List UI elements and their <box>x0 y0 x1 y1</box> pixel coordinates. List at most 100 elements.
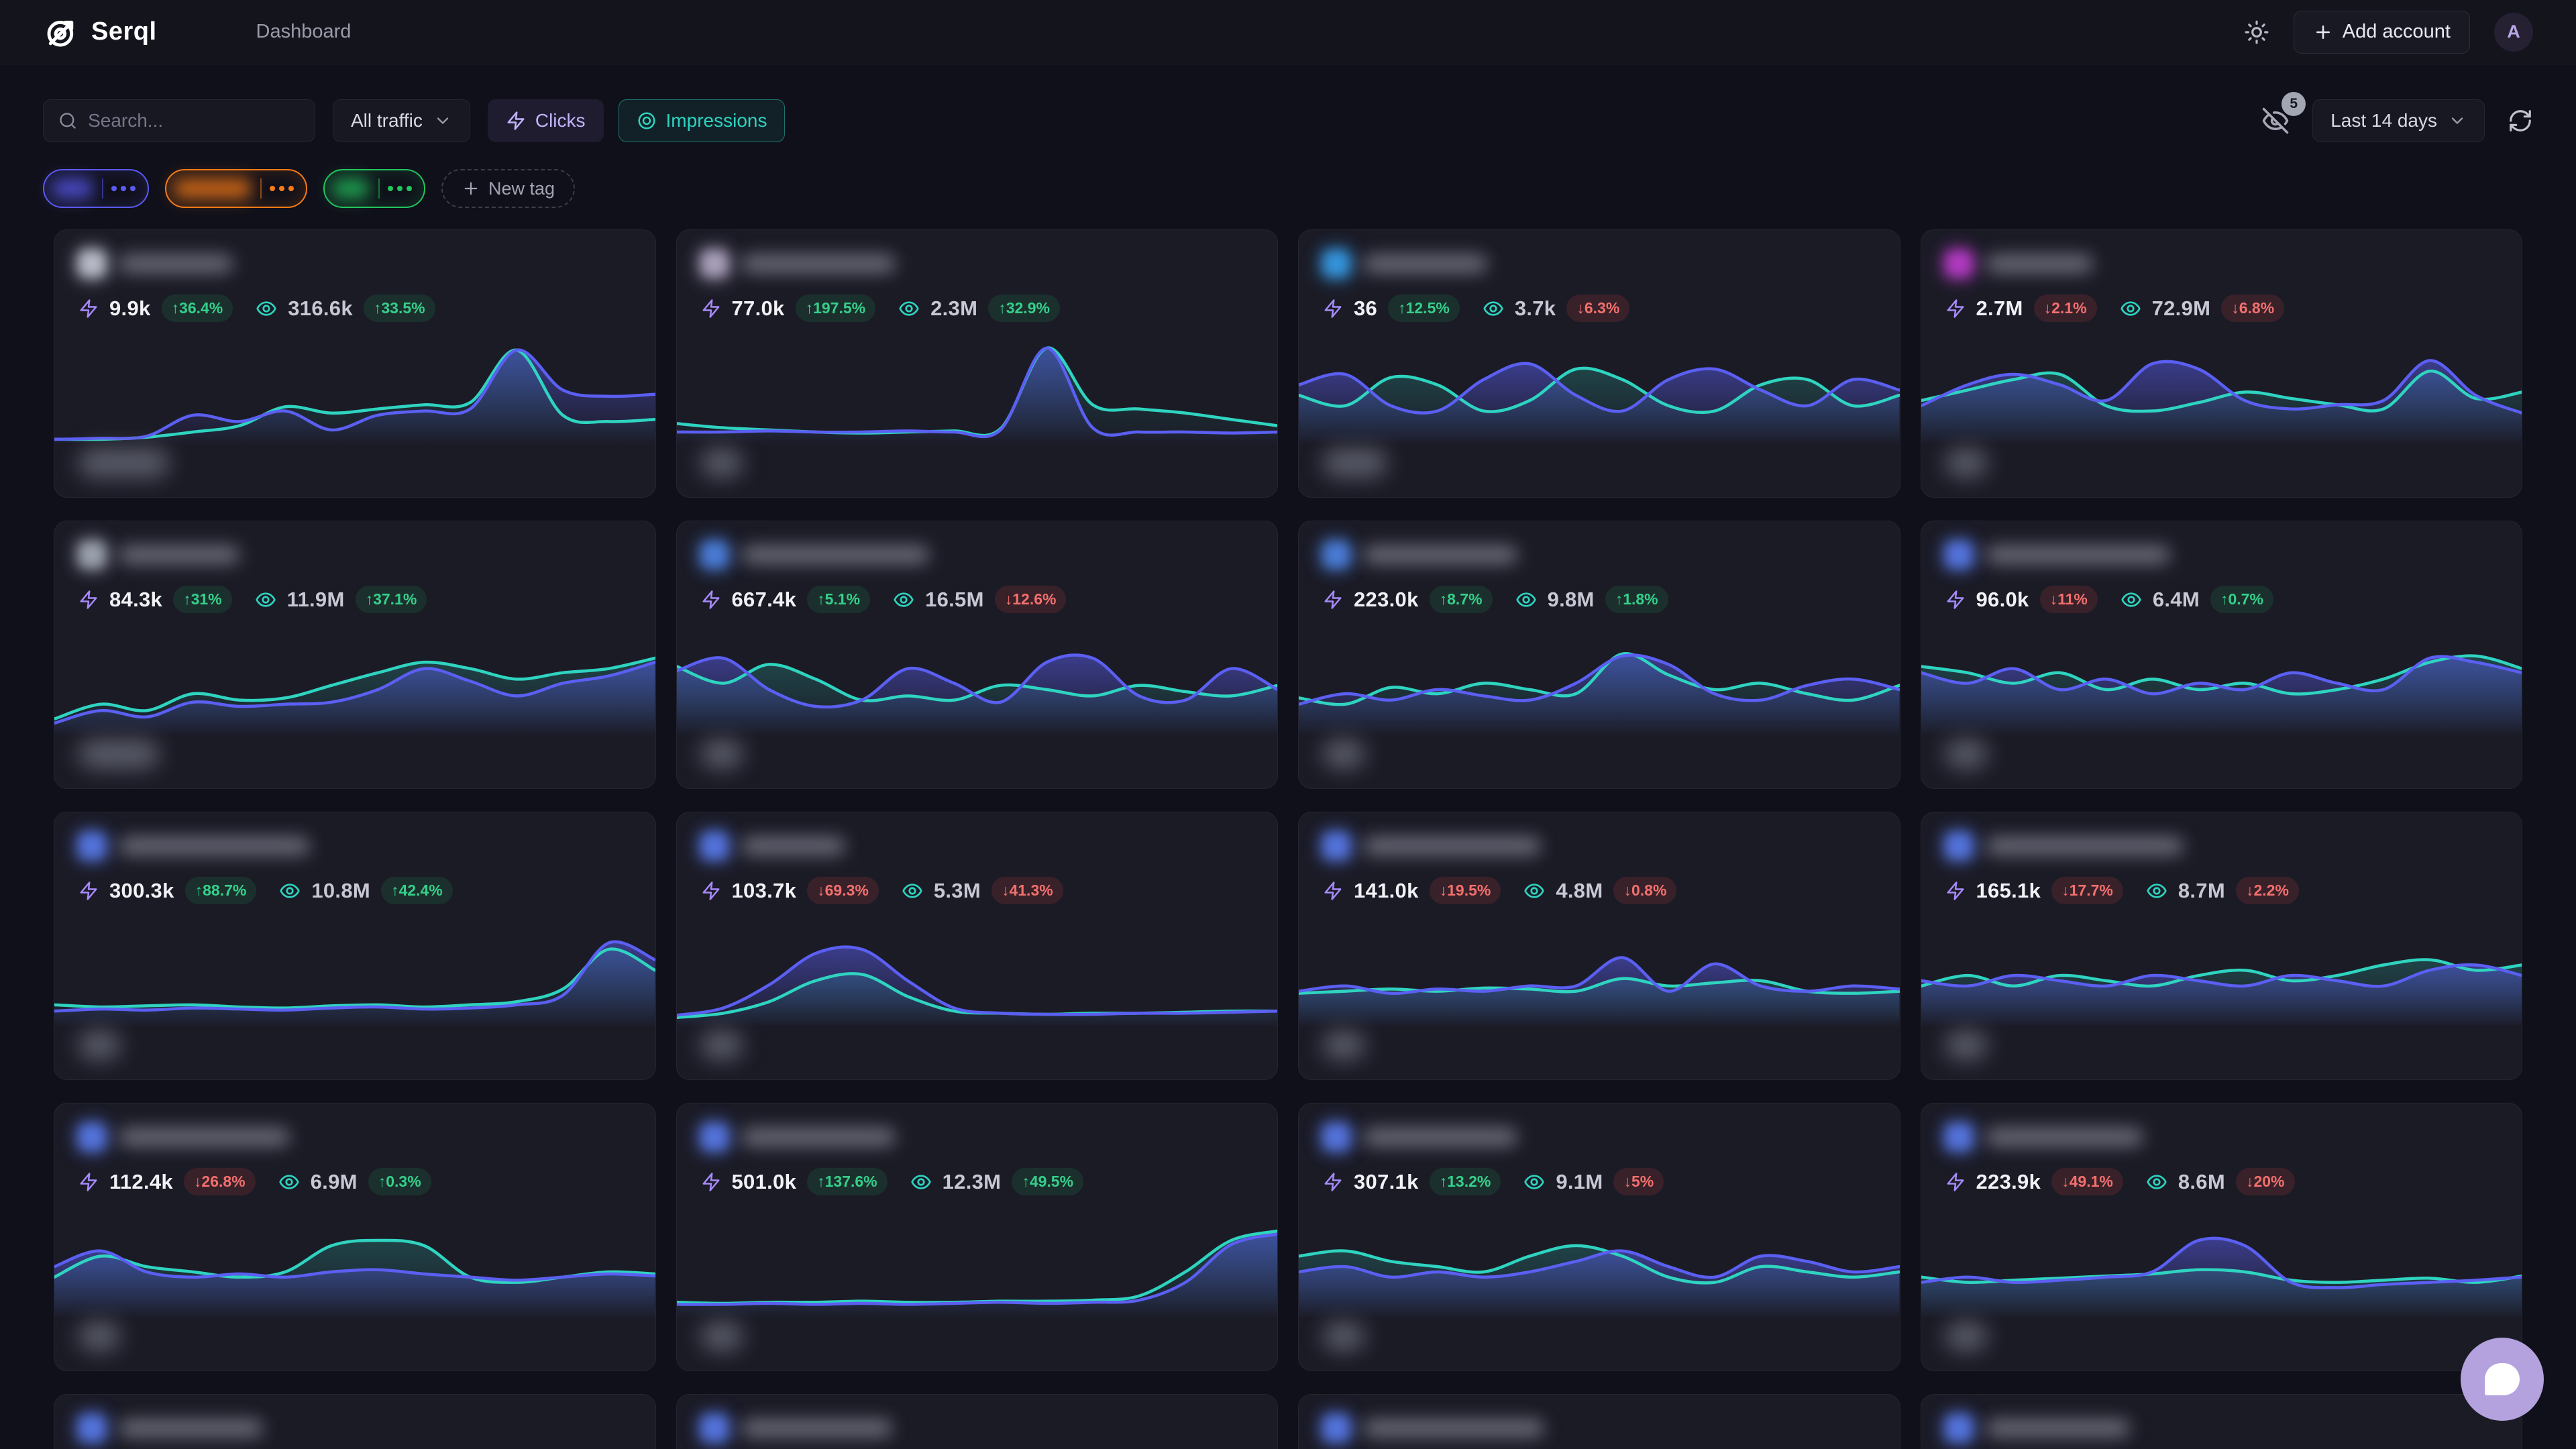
impressions-icon <box>902 880 923 902</box>
impressions-icon <box>910 1171 932 1193</box>
chat-widget-button[interactable] <box>2461 1338 2544 1421</box>
impressions-value: 6.4M <box>2152 587 2200 611</box>
site-favicon <box>1323 833 1350 859</box>
tag-label-blurred <box>173 178 252 199</box>
site-domain-blurred <box>119 546 239 564</box>
site-card[interactable] <box>1920 1394 2522 1449</box>
sparkline-chart <box>1921 913 2522 1027</box>
clicks-change-badge: ↑12.5% <box>1388 294 1460 322</box>
clicks-value: 2.7M <box>1976 296 2023 320</box>
site-card[interactable]: 84.3k ↑31% 11.9M ↑37.1% <box>54 521 656 789</box>
site-domain-blurred <box>1985 255 2093 272</box>
sparkline-chart <box>676 1204 1277 1318</box>
site-card[interactable]: 9.9k ↑36.4% 316.6k ↑33.5% <box>54 229 656 498</box>
tag-menu-dots[interactable] <box>388 186 412 191</box>
target-icon <box>638 112 655 129</box>
tag-divider <box>378 178 380 199</box>
site-favicon <box>78 541 105 568</box>
site-stats-row: 165.1k ↓17.7% 8.7M ↓2.2% <box>1921 877 2522 904</box>
site-card[interactable]: 141.0k ↓19.5% 4.8M ↓0.8% <box>1298 812 1900 1080</box>
site-card[interactable]: 77.0k ↑197.5% 2.3M ↑32.9% <box>676 229 1278 498</box>
sparkline-chart <box>54 913 655 1027</box>
clicks-change-badge: ↓19.5% <box>1429 877 1501 904</box>
tag-blue[interactable] <box>43 169 149 208</box>
clicks-value: 9.9k <box>109 296 151 320</box>
tag-green[interactable] <box>323 169 425 208</box>
impressions-toggle-button[interactable]: Impressions <box>618 99 786 142</box>
add-account-button[interactable]: Add account <box>2293 10 2470 54</box>
brand-logo[interactable]: Serql <box>43 14 157 50</box>
date-range-dropdown[interactable]: Last 14 days <box>2312 99 2485 142</box>
site-card[interactable]: 2.7M ↓2.1% 72.9M ↓6.8% <box>1920 229 2522 498</box>
theme-toggle-button[interactable] <box>2244 19 2269 45</box>
search-input[interactable] <box>88 110 300 131</box>
site-card[interactable] <box>1298 1394 1900 1449</box>
impressions-value: 9.8M <box>1547 587 1595 611</box>
search-icon <box>60 113 76 129</box>
clicks-icon <box>1945 299 1966 319</box>
refresh-button[interactable] <box>2508 108 2533 133</box>
impressions-change-badge: ↑32.9% <box>988 294 1060 322</box>
clicks-icon <box>78 590 99 610</box>
card-tag-blurred <box>700 449 743 477</box>
site-card[interactable]: 667.4k ↑5.1% 16.5M ↓12.6% <box>676 521 1278 789</box>
hidden-sites-toggle[interactable]: 5 <box>2261 92 2306 135</box>
tags-row: New tag <box>0 169 2576 208</box>
site-card[interactable]: 165.1k ↓17.7% 8.7M ↓2.2% <box>1920 812 2522 1080</box>
card-tag-blurred <box>78 1031 120 1059</box>
clicks-change-badge: ↑137.6% <box>807 1168 888 1195</box>
tag-label-blurred <box>331 178 370 199</box>
site-card[interactable]: 223.0k ↑8.7% 9.8M ↑1.8% <box>1298 521 1900 789</box>
nav-dashboard[interactable]: Dashboard <box>256 21 352 42</box>
clicks-value: 141.0k <box>1354 878 1419 902</box>
date-range-value: Last 14 days <box>2330 110 2437 131</box>
tag-menu-dots[interactable] <box>111 186 136 191</box>
site-card[interactable]: 300.3k ↑88.7% 10.8M ↑42.4% <box>54 812 656 1080</box>
clicks-change-badge: ↑36.4% <box>161 294 233 322</box>
clicks-icon <box>701 1172 721 1192</box>
top-navbar: Serql Dashboard Add account A <box>0 0 2576 64</box>
hidden-count-badge: 5 <box>2282 92 2306 116</box>
site-card[interactable]: 223.9k ↓49.1% 8.6M ↓20% <box>1920 1103 2522 1371</box>
search-box[interactable] <box>43 99 315 142</box>
impressions-icon <box>1515 589 1537 610</box>
tag-label-blurred <box>51 178 94 199</box>
site-card[interactable]: 307.1k ↑13.2% 9.1M ↓5% <box>1298 1103 1900 1371</box>
avatar[interactable]: A <box>2494 12 2533 52</box>
site-card[interactable]: 103.7k ↓69.3% 5.3M ↓41.3% <box>676 812 1278 1080</box>
impressions-change-badge: ↓6.8% <box>2221 294 2285 322</box>
impressions-change-badge: ↓5% <box>1613 1168 1664 1195</box>
clicks-value: 112.4k <box>109 1169 173 1193</box>
clicks-value: 165.1k <box>1976 878 2041 902</box>
site-favicon <box>700 833 728 859</box>
new-tag-button[interactable]: New tag <box>441 169 576 208</box>
clicks-toggle-button[interactable]: Clicks <box>487 99 604 142</box>
clicks-value: 223.0k <box>1354 587 1419 611</box>
clicks-value: 96.0k <box>1976 587 2029 611</box>
clicks-change-badge: ↓69.3% <box>807 877 879 904</box>
impressions-value: 5.3M <box>933 878 981 902</box>
site-stats-row: 36 ↑12.5% 3.7k ↓6.3% <box>1299 294 1900 322</box>
traffic-filter-dropdown[interactable]: All traffic <box>333 99 470 142</box>
clicks-value: 307.1k <box>1354 1169 1419 1193</box>
card-tag-blurred <box>1323 1322 1364 1350</box>
tag-menu-dots[interactable] <box>270 186 294 191</box>
clicks-value: 103.7k <box>731 878 797 902</box>
site-card[interactable]: 112.4k ↓26.8% 6.9M ↑0.3% <box>54 1103 656 1371</box>
sparkline-chart <box>1921 331 2522 445</box>
clicks-change-badge: ↑197.5% <box>795 294 876 322</box>
site-card[interactable] <box>676 1394 1278 1449</box>
impressions-icon <box>1523 1171 1545 1193</box>
site-domain-blurred <box>119 1128 290 1146</box>
site-card[interactable]: 96.0k ↓11% 6.4M ↑0.7% <box>1920 521 2522 789</box>
site-favicon <box>700 1415 728 1442</box>
clicks-icon <box>1945 1172 1966 1192</box>
site-domain-blurred <box>1985 1419 2130 1437</box>
impressions-icon <box>1483 298 1504 319</box>
site-card[interactable]: 501.0k ↑137.6% 12.3M ↑49.5% <box>676 1103 1278 1371</box>
tag-orange[interactable] <box>165 169 307 208</box>
site-card[interactable] <box>54 1394 656 1449</box>
site-card[interactable]: 36 ↑12.5% 3.7k ↓6.3% <box>1298 229 1900 498</box>
impressions-value: 2.3M <box>930 296 978 320</box>
chevron-down-icon <box>2451 117 2463 124</box>
